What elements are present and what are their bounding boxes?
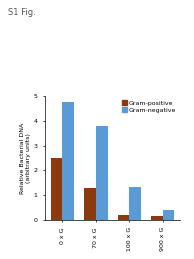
Bar [151,217,163,220]
Bar [51,158,62,220]
Bar [118,215,129,220]
Bar [163,210,174,220]
Bar [129,186,141,220]
Text: S1 Fig.: S1 Fig. [8,8,36,17]
Bar [96,126,107,220]
Legend: Gram-positive, Gram-negative: Gram-positive, Gram-negative [120,99,177,114]
Bar [62,102,74,220]
Y-axis label: Relative Bacterial DNA
(arbitrary units): Relative Bacterial DNA (arbitrary units) [20,122,31,194]
Bar [84,188,96,220]
